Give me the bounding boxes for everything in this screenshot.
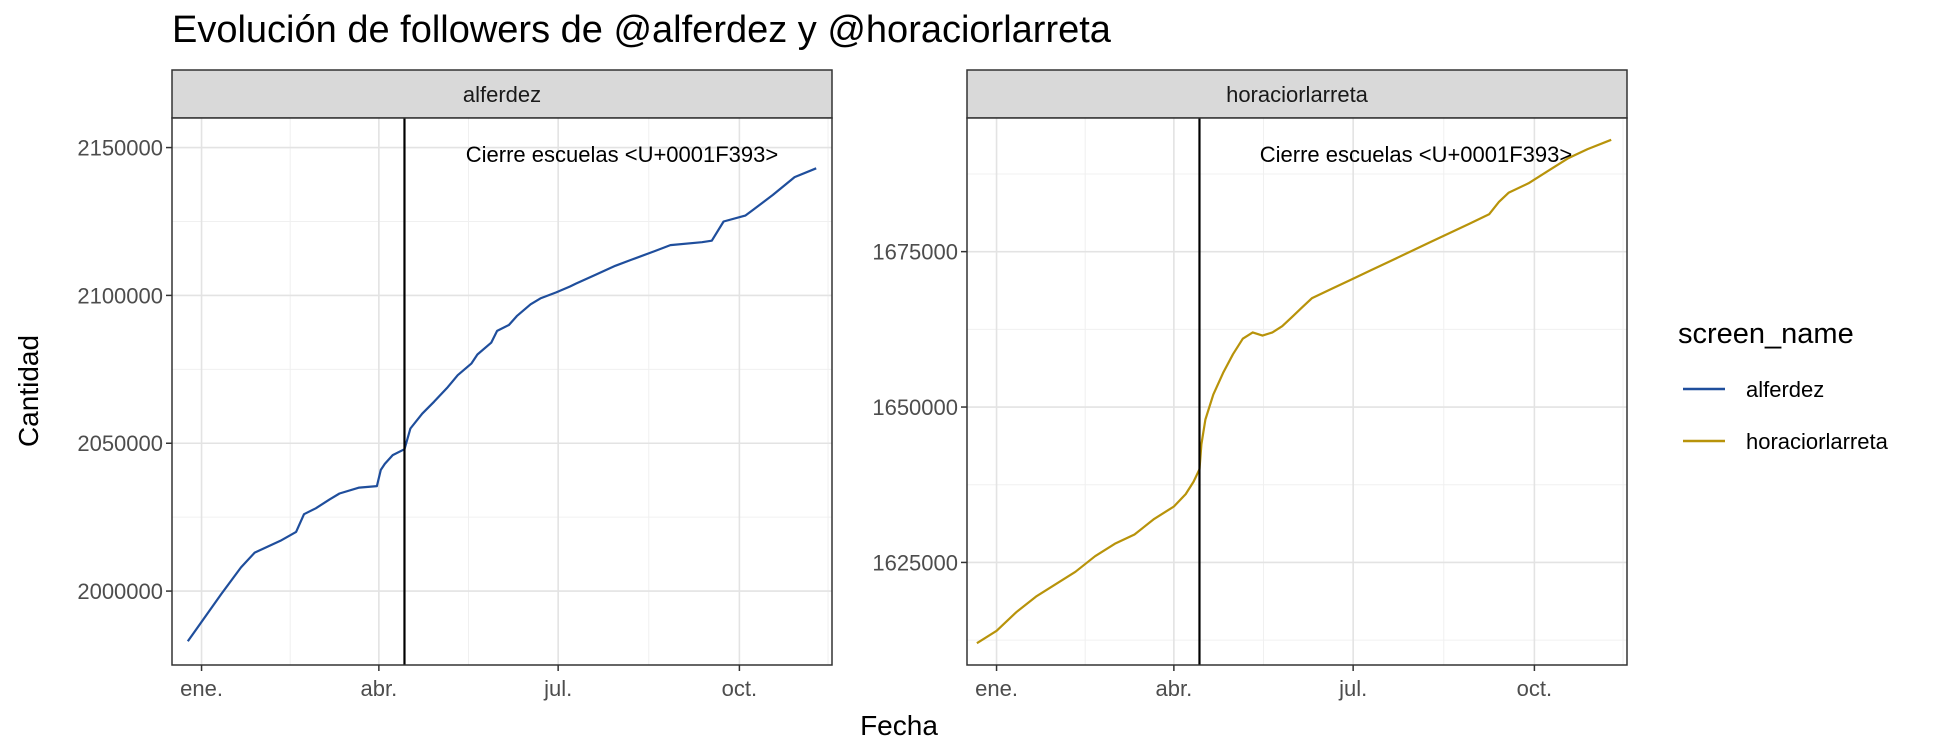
y-tick-label: 2050000 (77, 431, 163, 456)
x-tick-label: oct. (722, 676, 757, 701)
x-tick-labels: ene. abr. jul. oct. (180, 676, 757, 701)
legend: screen_name alferdez horaciorlarreta (1678, 318, 1889, 454)
y-tick-labels: 1625000 1650000 1675000 (872, 240, 958, 576)
y-axis-title: Cantidad (13, 335, 44, 447)
y-tick-label: 2000000 (77, 579, 163, 604)
plot-area (172, 118, 832, 665)
chart-title: Evolución de followers de @alferdez y @h… (172, 9, 1112, 51)
y-tick-label: 2150000 (77, 136, 163, 161)
legend-label-horaciorlarreta: horaciorlarreta (1746, 429, 1889, 454)
x-tick-label: abr. (1156, 676, 1193, 701)
x-tick-label: abr. (361, 676, 398, 701)
series-line-alferdez (186, 167, 817, 642)
annotation-cierre-escuelas: Cierre escuelas <U+0001F393> (1260, 142, 1572, 167)
grid-layer (961, 118, 1627, 671)
legend-label-alferdez: alferdez (1746, 377, 1824, 402)
x-tick-label: jul. (1338, 676, 1367, 701)
y-tick-label: 1675000 (872, 240, 958, 265)
panel-border (171, 117, 833, 666)
y-tick-label: 1650000 (872, 395, 958, 420)
x-tick-label: ene. (180, 676, 223, 701)
strip-label-alferdez: alferdez (463, 82, 541, 107)
x-tick-label: jul. (543, 676, 572, 701)
panel-alferdez: alferdez 2000000 2050000 2100000 2150000… (77, 69, 833, 701)
plot-area (967, 118, 1627, 665)
strip-background (171, 69, 833, 119)
x-tick-label: oct. (1517, 676, 1552, 701)
series-line-horaciorlarreta (976, 138, 1612, 645)
panel-border (966, 117, 1628, 666)
series-layer (976, 138, 1612, 645)
series-layer (186, 167, 817, 642)
y-tick-label: 2100000 (77, 283, 163, 308)
y-tick-label: 1625000 (872, 550, 958, 575)
strip-background (966, 69, 1628, 119)
y-tick-labels: 2000000 2050000 2100000 2150000 (77, 136, 163, 605)
legend-title: screen_name (1678, 318, 1854, 350)
x-tick-labels: ene. abr. jul. oct. (975, 676, 1552, 701)
annotation-cierre-escuelas: Cierre escuelas <U+0001F393> (466, 142, 778, 167)
x-tick-label: ene. (975, 676, 1018, 701)
grid-layer (166, 118, 832, 671)
panel-horaciorlarreta: horaciorlarreta 1625000 1650000 1675000 … (872, 69, 1628, 701)
x-axis-title: Fecha (860, 710, 938, 741)
strip-label-horaciorlarreta: horaciorlarreta (1226, 82, 1369, 107)
